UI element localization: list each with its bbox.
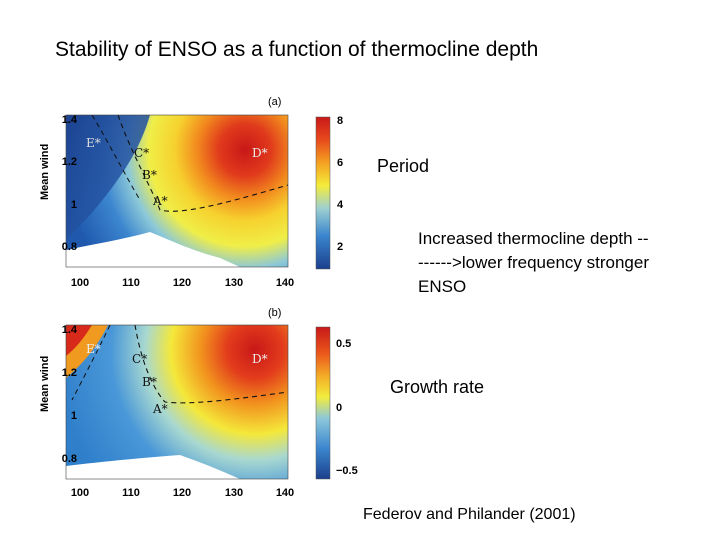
note-line: ENSO [418,277,467,296]
ytick-b: 1.2 [62,367,77,379]
colorbar-b [315,326,331,480]
growth-rate-label: Growth rate [390,377,485,397]
ytick-a: 1.2 [62,156,77,168]
point-a-b: A* [152,402,168,416]
ylabel-a: Mean wind [39,144,51,200]
note-line: Increased thermocline depth -- [418,229,649,248]
ytick-a: 1 [71,199,77,211]
cbar-tick-a: 8 [337,115,343,127]
point-b-b: B* [142,375,157,389]
colorbar-a [315,116,331,270]
panel-a: E* C* D* B* A* (a) Mean wind 1.4 1.2 1 0… [39,96,344,289]
cbar-tick-b: 0 [336,402,342,414]
ytick-b: 1 [71,410,77,422]
period-label: Period [377,156,430,176]
slide-title: Stability of ENSO as a function of therm… [55,38,539,61]
point-a-a: A* [152,194,168,208]
xtick-b: 100 [71,487,89,499]
xtick-b: 120 [173,487,191,499]
xtick-a: 140 [276,277,294,289]
ytick-a: 0.8 [62,241,77,253]
xtick-a: 130 [225,277,243,289]
citation: Federov and Philander (2001) [363,506,576,523]
xtick-a: 100 [71,277,89,289]
ylabel-b: Mean wind [39,356,51,412]
point-e-a: E* [86,136,101,150]
xtick-b: 140 [276,487,294,499]
ytick-b: 1.4 [62,324,78,336]
point-b-a: B* [142,168,157,182]
cbar-tick-b: −0.5 [336,465,358,477]
cbar-tick-a: 6 [337,157,343,169]
xtick-a: 120 [173,277,191,289]
xtick-a: 110 [122,277,140,289]
point-c-a: C* [134,146,149,160]
xtick-b: 130 [225,487,243,499]
panel-tag-a: (a) [268,96,281,108]
ytick-b: 0.8 [62,453,77,465]
ytick-a: 1.4 [62,114,78,126]
point-d-b: D* [252,352,268,366]
note-line: -----‑>lower frequency stronger [418,253,649,272]
thermocline-note: Increased thermocline depth -- -----‑>lo… [418,227,718,299]
panel-tag-b: (b) [268,307,281,319]
cbar-tick-b: 0.5 [336,338,351,350]
point-d-a: D* [252,146,268,160]
cbar-tick-a: 2 [337,241,343,253]
point-e-b: E* [86,342,101,356]
xtick-b: 110 [122,487,140,499]
panel-b: E* C* D* B* A* (b) Mean wind 1.4 1.2 1 0… [39,307,358,499]
point-c-b: C* [132,352,147,366]
cbar-tick-a: 4 [337,199,344,211]
